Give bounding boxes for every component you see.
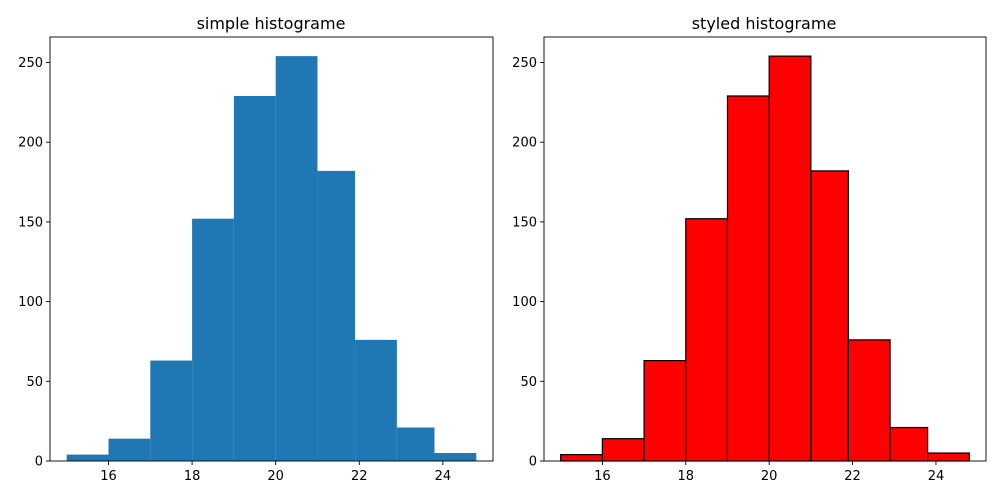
y-tick-label: 150: [512, 215, 537, 230]
histogram-bar: [275, 56, 318, 462]
chart-simple-histogram: simple histograme 16 18 20 22 24 0 50 100 150 200…: [18, 14, 494, 484]
y-tick-label: 0: [529, 455, 537, 470]
histogram-bar: [810, 170, 849, 462]
histogram-bar: [643, 359, 687, 462]
bar-group: [560, 55, 970, 462]
x-tick-label: 24: [928, 469, 945, 484]
x-tick-label: 18: [678, 469, 695, 484]
plot-frame: [543, 36, 987, 462]
histogram-bar: [396, 427, 435, 461]
histogram-bar: [726, 95, 770, 462]
histogram-bar: [685, 218, 729, 462]
histogram-bar: [927, 452, 970, 462]
histogram-bar: [768, 55, 812, 462]
y-tick-label: 150: [18, 215, 43, 230]
histogram-bar: [108, 438, 151, 461]
histogram-bar: [192, 218, 234, 461]
histogram-bar: [560, 454, 603, 462]
chart-title: simple histograme: [197, 14, 346, 33]
bar-group: [66, 56, 477, 462]
histogram-bar: [317, 170, 356, 462]
y-tick-label: 0: [35, 455, 43, 470]
x-tick-label: 22: [844, 469, 861, 484]
x-tick-label: 22: [351, 469, 368, 484]
histogram-bar: [601, 438, 645, 462]
axes: 16 18 20 22 24 0 50 100 150 200 250: [18, 36, 494, 484]
y-tick-label: 200: [18, 136, 43, 151]
plot-frame: [49, 36, 494, 462]
y-tick-label: 50: [26, 375, 43, 390]
x-tick-label: 20: [267, 469, 284, 484]
histogram-bar: [355, 339, 397, 461]
histogram-bar: [847, 339, 891, 462]
y-tick-label: 100: [512, 295, 537, 310]
y-tick-label: 50: [520, 375, 537, 390]
x-tick-label: 24: [435, 469, 452, 484]
y-tick-label: 250: [512, 56, 537, 71]
x-tick-label: 18: [184, 469, 201, 484]
chart-title: styled histograme: [692, 14, 837, 33]
x-tick-label: 16: [100, 469, 117, 484]
y-tick-label: 200: [512, 136, 537, 151]
histogram-bar: [434, 453, 477, 461]
histogram-bar: [150, 360, 193, 461]
x-tick-label: 20: [761, 469, 778, 484]
histogram-bar: [66, 454, 109, 461]
chart-styled-histogram: styled histograme 16 18 20 22 24 0 50 100 150 200…: [512, 14, 987, 484]
axes: 16 18 20 22 24 0 50 100 150 200 250: [512, 36, 987, 484]
histogram-bar: [233, 95, 276, 461]
x-tick-label: 16: [594, 469, 611, 484]
y-tick-label: 100: [18, 295, 43, 310]
y-tick-label: 250: [18, 56, 43, 71]
histogram-bar: [889, 426, 929, 462]
